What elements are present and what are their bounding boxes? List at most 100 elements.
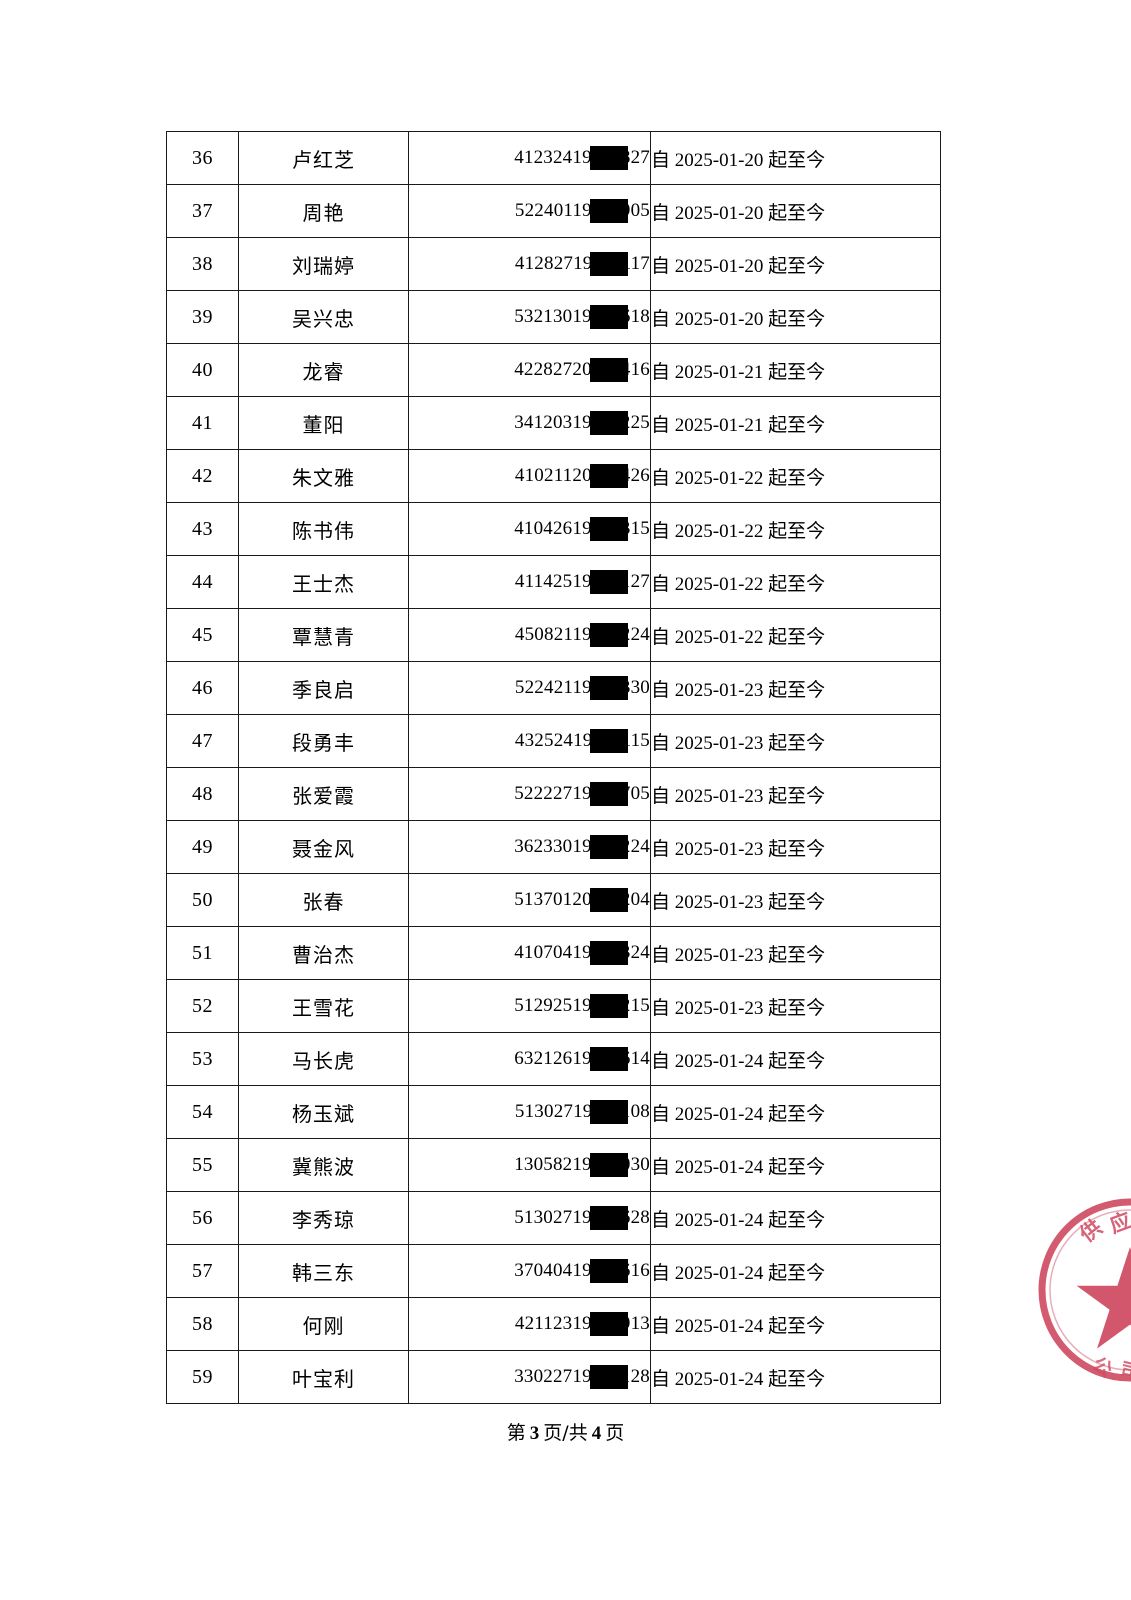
redaction-box <box>590 994 628 1018</box>
row-index: 40 <box>166 343 239 397</box>
row-id-number: 41042619780315 <box>408 502 651 556</box>
row-period: 自 2025-01-22 起至今 <box>650 608 941 662</box>
period-suffix: 起至今 <box>768 254 826 277</box>
period-suffix: 起至今 <box>768 996 826 1019</box>
period-start-date: 2025-01-23 <box>674 997 764 1019</box>
period-start-date: 2025-01-23 <box>674 838 764 860</box>
row-index: 37 <box>166 184 239 238</box>
id-number-visible-digits: 52222719770705 <box>514 783 650 804</box>
period-suffix: 起至今 <box>768 1208 826 1231</box>
period-prefix: 自 <box>651 413 671 436</box>
period-suffix: 起至今 <box>768 890 826 913</box>
redaction-box <box>590 252 628 276</box>
row-id-number: 52242119730330 <box>408 661 651 715</box>
row-period: 自 2025-01-22 起至今 <box>650 502 941 556</box>
redaction-box <box>590 1259 628 1283</box>
table-row: 49 聂金风 36233019881224 自 2025-01-23 起至今 <box>166 820 941 874</box>
row-person-name: 聂金风 <box>238 820 409 874</box>
table-row: 58 何刚 42112319810913 自 2025-01-24 起至今 <box>166 1297 941 1351</box>
table-row: 40 龙睿 42282720020416 自 2025-01-21 起至今 <box>166 343 941 397</box>
period-prefix: 自 <box>651 625 671 648</box>
row-period: 自 2025-01-20 起至今 <box>650 184 941 238</box>
row-period: 自 2025-01-24 起至今 <box>650 1297 941 1351</box>
id-number-visible-digits: 41142519990127 <box>514 571 650 592</box>
id-number-visible-digits: 43252419820115 <box>514 730 650 751</box>
row-id-number: 43252419820115 <box>408 714 651 768</box>
period-prefix: 自 <box>651 1261 671 1284</box>
table-row: 39 吴兴忠 53213019880618 自 2025-01-20 起至今 <box>166 290 941 344</box>
redaction-box <box>590 146 628 170</box>
row-period: 自 2025-01-23 起至今 <box>650 820 941 874</box>
row-person-name: 刘瑞婷 <box>238 237 409 291</box>
row-person-name: 何刚 <box>238 1297 409 1351</box>
period-suffix: 起至今 <box>768 625 826 648</box>
row-index: 51 <box>166 926 239 980</box>
id-number-visible-digits: 34120319990225 <box>514 412 650 433</box>
period-start-date: 2025-01-22 <box>674 520 764 542</box>
table-row: 53 马长虎 63212619700614 自 2025-01-24 起至今 <box>166 1032 941 1086</box>
row-index: 56 <box>166 1191 239 1245</box>
table-row: 44 王士杰 41142519990127 自 2025-01-22 起至今 <box>166 555 941 609</box>
roster-table: 36 卢红芝 41232419820827 自 2025-01-20 起至今 37 周艳 5… <box>166 131 941 1404</box>
id-number-visible-digits: 36233019881224 <box>514 836 650 857</box>
period-start-date: 2025-01-21 <box>674 414 764 436</box>
row-id-number: 42112319810913 <box>408 1297 651 1351</box>
period-prefix: 自 <box>651 201 671 224</box>
row-person-name: 周艳 <box>238 184 409 238</box>
row-id-number: 51292519791215 <box>408 979 651 1033</box>
row-id-number: 63212619700614 <box>408 1032 651 1086</box>
page-footer: 第 3 页/共 4 页 <box>0 1418 1131 1445</box>
row-period: 自 2025-01-20 起至今 <box>650 237 941 291</box>
row-person-name: 李秀琼 <box>238 1191 409 1245</box>
row-period: 自 2025-01-24 起至今 <box>650 1032 941 1086</box>
row-id-number: 33022719740128 <box>408 1350 651 1404</box>
row-person-name: 张春 <box>238 873 409 927</box>
row-period: 自 2025-01-24 起至今 <box>650 1350 941 1404</box>
redaction-box <box>590 411 628 435</box>
period-start-date: 2025-01-23 <box>674 785 764 807</box>
period-suffix: 起至今 <box>768 837 826 860</box>
row-id-number: 52222719770705 <box>408 767 651 821</box>
period-prefix: 自 <box>651 1155 671 1178</box>
period-start-date: 2025-01-20 <box>674 308 764 330</box>
row-id-number: 37040419890616 <box>408 1244 651 1298</box>
redaction-box <box>590 517 628 541</box>
table-row: 41 董阳 34120319990225 自 2025-01-21 起至今 <box>166 396 941 450</box>
redaction-box <box>590 464 628 488</box>
period-start-date: 2025-01-23 <box>674 891 764 913</box>
row-period: 自 2025-01-23 起至今 <box>650 767 941 821</box>
row-index: 42 <box>166 449 239 503</box>
id-number-visible-digits: 42112319810913 <box>514 1313 650 1334</box>
row-index: 36 <box>166 131 239 185</box>
redaction-box <box>590 729 628 753</box>
table-row: 38 刘瑞婷 41282719850117 自 2025-01-20 起至今 <box>166 237 941 291</box>
row-period: 自 2025-01-22 起至今 <box>650 555 941 609</box>
redaction-box <box>590 199 628 223</box>
row-index: 44 <box>166 555 239 609</box>
row-person-name: 马长虎 <box>238 1032 409 1086</box>
period-start-date: 2025-01-24 <box>674 1368 764 1390</box>
table-row: 42 朱文雅 41021120050426 自 2025-01-22 起至今 <box>166 449 941 503</box>
period-suffix: 起至今 <box>768 784 826 807</box>
row-period: 自 2025-01-23 起至今 <box>650 926 941 980</box>
table-row: 56 李秀琼 51302719720628 自 2025-01-24 起至今 <box>166 1191 941 1245</box>
id-number-visible-digits: 41282719850117 <box>514 253 650 274</box>
footer-middle: 页/共 <box>543 1422 588 1444</box>
id-number-visible-digits: 41232419820827 <box>514 147 650 168</box>
row-person-name: 卢红芝 <box>238 131 409 185</box>
svg-text:供: 供 <box>1075 1215 1107 1247</box>
row-index: 55 <box>166 1138 239 1192</box>
redaction-box <box>590 570 628 594</box>
table-row: 47 段勇丰 43252419820115 自 2025-01-23 起至今 <box>166 714 941 768</box>
row-person-name: 季良启 <box>238 661 409 715</box>
row-period: 自 2025-01-20 起至今 <box>650 290 941 344</box>
period-prefix: 自 <box>651 466 671 489</box>
period-suffix: 起至今 <box>768 1049 826 1072</box>
table-row: 50 张春 51370120010204 自 2025-01-23 起至今 <box>166 873 941 927</box>
row-period: 自 2025-01-21 起至今 <box>650 396 941 450</box>
row-person-name: 段勇丰 <box>238 714 409 768</box>
id-number-visible-digits: 33022719740128 <box>514 1366 650 1387</box>
period-start-date: 2025-01-24 <box>674 1156 764 1178</box>
redaction-box <box>590 305 628 329</box>
row-person-name: 龙睿 <box>238 343 409 397</box>
